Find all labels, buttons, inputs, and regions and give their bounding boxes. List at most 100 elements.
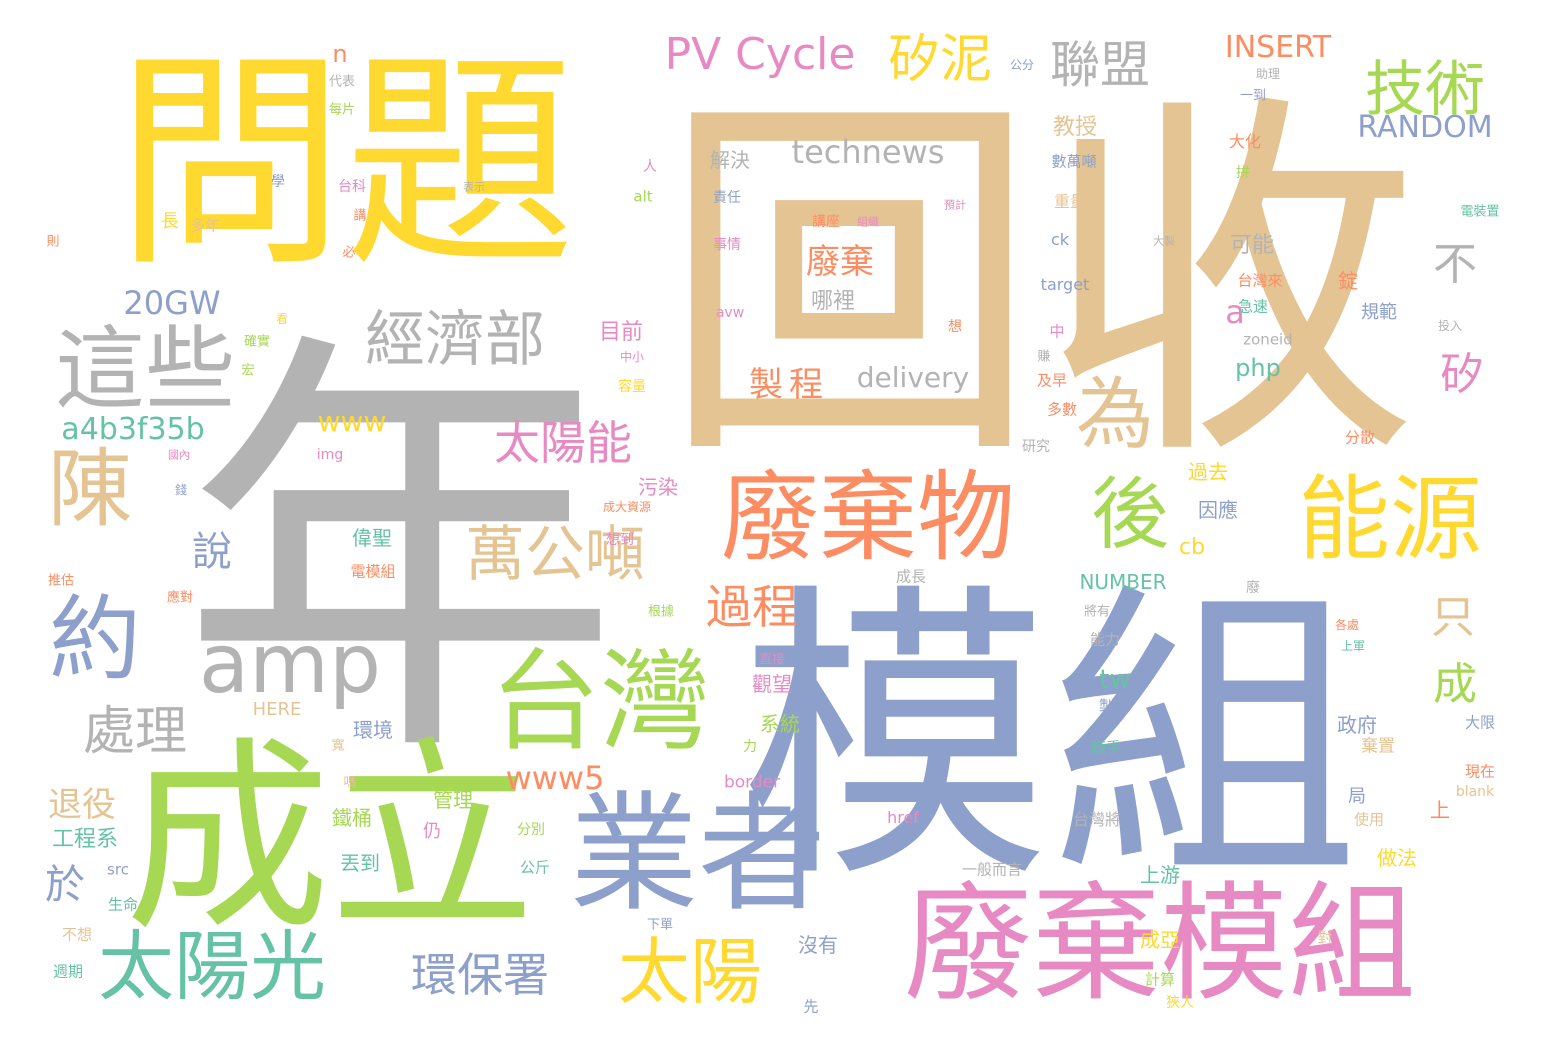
word-76: 規範 [1361, 302, 1397, 323]
word-79: 棄置 [1361, 736, 1395, 757]
word-88: 不想 [61, 925, 93, 944]
word-101: 一般而言 [961, 860, 1023, 879]
word-163: 狹人 [1166, 995, 1194, 1011]
word-43: 成 [1433, 659, 1477, 710]
word-44: 矽 [1440, 349, 1484, 400]
word-53: 目前 [598, 320, 644, 345]
word-13: 約 [48, 586, 142, 693]
word-114: 講 [353, 208, 367, 224]
word-39: www [317, 405, 387, 438]
word-38: delivery [856, 361, 970, 394]
word-20: 為 [1075, 370, 1155, 460]
word-37: 製程 [749, 365, 829, 405]
word-142: 上 [1430, 798, 1450, 822]
word-159: 賺 [1037, 349, 1051, 365]
word-1: 年 [180, 299, 620, 811]
word-106: 及早 [1036, 371, 1068, 390]
word-84: 先 [803, 997, 819, 1016]
word-90: href [887, 808, 919, 827]
word-113: 台科 [338, 179, 366, 195]
word-102: 能力 [1089, 630, 1121, 649]
word-15: amp [198, 617, 382, 712]
word-92: alt [633, 187, 653, 206]
word-4: 成立 [125, 720, 535, 959]
word-112: 學 [271, 174, 285, 190]
word-68: 過去 [1188, 460, 1228, 484]
word-80: 局 [1348, 786, 1366, 807]
word-161: 看 [275, 312, 289, 326]
word-99: 台灣來 [1237, 271, 1283, 290]
word-157: 製 [1098, 697, 1116, 716]
word-46: 哪裡 [810, 289, 856, 314]
word-70: NUMBER [1079, 570, 1167, 594]
word-69: 做法 [1377, 846, 1417, 870]
word-116: 拼 [1236, 165, 1250, 181]
word-73: n [332, 40, 348, 68]
word-86: 週期 [52, 962, 84, 981]
word-16: 經濟部 [365, 305, 545, 375]
word-87: 生命 [107, 895, 139, 914]
word-132: 國內 [168, 448, 190, 462]
word-7: 台灣 [490, 638, 710, 766]
word-50: cb [1178, 535, 1206, 560]
word-77: 錠 [1338, 269, 1358, 293]
word-18: 技術 [1365, 55, 1485, 125]
word-29: INSERT [1224, 30, 1332, 65]
word-35: 於 [45, 862, 85, 908]
word-83: 公斤 [519, 858, 551, 877]
word-26: 環保署 [411, 948, 549, 1002]
word-33: www5 [505, 759, 605, 797]
word-30: RANDOM [1357, 110, 1493, 145]
word-154: 投入 [1437, 319, 1463, 333]
word-153: 電裝置 [1460, 204, 1500, 220]
word-72: border [723, 772, 781, 793]
word-82: 電模組 [350, 562, 396, 581]
word-58: 環境 [353, 718, 393, 742]
word-28: technews [791, 133, 945, 171]
word-23: PV Cycle [664, 29, 856, 80]
word-49: tw [1099, 665, 1131, 695]
word-125: 組織 [857, 215, 879, 229]
word-156: 各處 [1334, 618, 1360, 632]
word-122: 責任 [713, 190, 741, 206]
word-126: 預計 [944, 198, 966, 212]
word-6: 業者 [569, 780, 827, 929]
word-162: 大製 [1153, 234, 1175, 248]
word-109: 大限 [1464, 713, 1496, 732]
word-117: 代表 [328, 74, 356, 90]
word-155: 上軍 [1340, 639, 1366, 653]
word-51: 可能 [1229, 233, 1275, 258]
word-64: 成亞 [1140, 928, 1180, 952]
word-78: 台灣將 [1072, 810, 1122, 829]
word-139: 直接 [758, 652, 786, 668]
word-9: 能源 [1297, 466, 1483, 573]
word-160: 表示 [463, 180, 485, 194]
word-62: 丟到 [340, 851, 380, 875]
word-17: 萬公噸 [465, 520, 645, 590]
word-144: 分別 [517, 822, 545, 838]
word-127: 想 [948, 319, 962, 335]
word-48: php [1235, 354, 1281, 382]
word-130: 確實 [243, 334, 271, 350]
word-34: 說 [192, 529, 232, 575]
word-36: 退役 [48, 785, 116, 825]
word-27: 過程 [706, 580, 798, 634]
word-61: 鐵桶 [332, 806, 372, 830]
word-45: 廢棄 [806, 242, 874, 282]
word-118: 每片 [328, 102, 356, 118]
word-129: 則 [46, 234, 60, 250]
word-143: 仍 [423, 821, 441, 842]
word-55: 偉聖 [352, 526, 392, 550]
word-111: 中小 [619, 350, 645, 364]
word-136: 想到 [606, 532, 634, 548]
word-63: 沒有 [798, 933, 838, 957]
word-52: 教授 [1052, 115, 1098, 140]
word-81: 使用 [1353, 810, 1385, 829]
word-110: 容量 [618, 379, 646, 395]
word-75: 多年 [189, 216, 221, 235]
word-108: 現在 [1464, 762, 1496, 781]
word-98: 大化 [1228, 132, 1262, 151]
word-149: 嗎 [343, 775, 357, 791]
word-140: 將有 [1083, 604, 1111, 620]
word-2: 模組 [740, 559, 1360, 920]
